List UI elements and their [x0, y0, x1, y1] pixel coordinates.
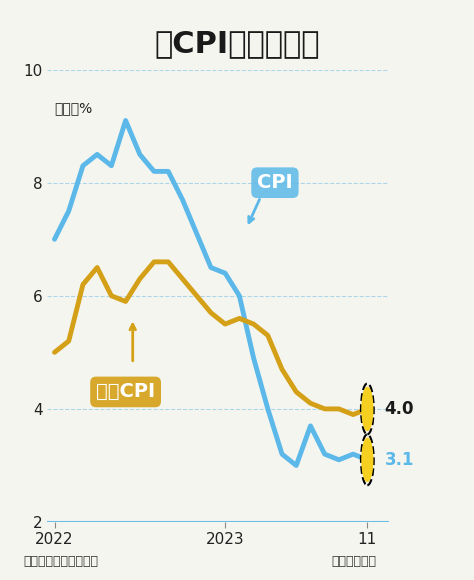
- Circle shape: [362, 438, 373, 481]
- Text: 美CPI年增率變化: 美CPI年增率變化: [154, 29, 320, 58]
- Text: 核心CPI: 核心CPI: [96, 382, 155, 401]
- Text: 4.0: 4.0: [384, 400, 414, 418]
- Circle shape: [362, 387, 373, 430]
- Text: 繪圖：王英嵐: 繪圖：王英嵐: [332, 556, 377, 568]
- Text: 單位：%: 單位：%: [54, 102, 92, 115]
- Text: CPI: CPI: [257, 173, 293, 192]
- Text: 3.1: 3.1: [384, 451, 414, 469]
- Text: 資料來源：美國勞工部: 資料來源：美國勞工部: [24, 556, 99, 568]
